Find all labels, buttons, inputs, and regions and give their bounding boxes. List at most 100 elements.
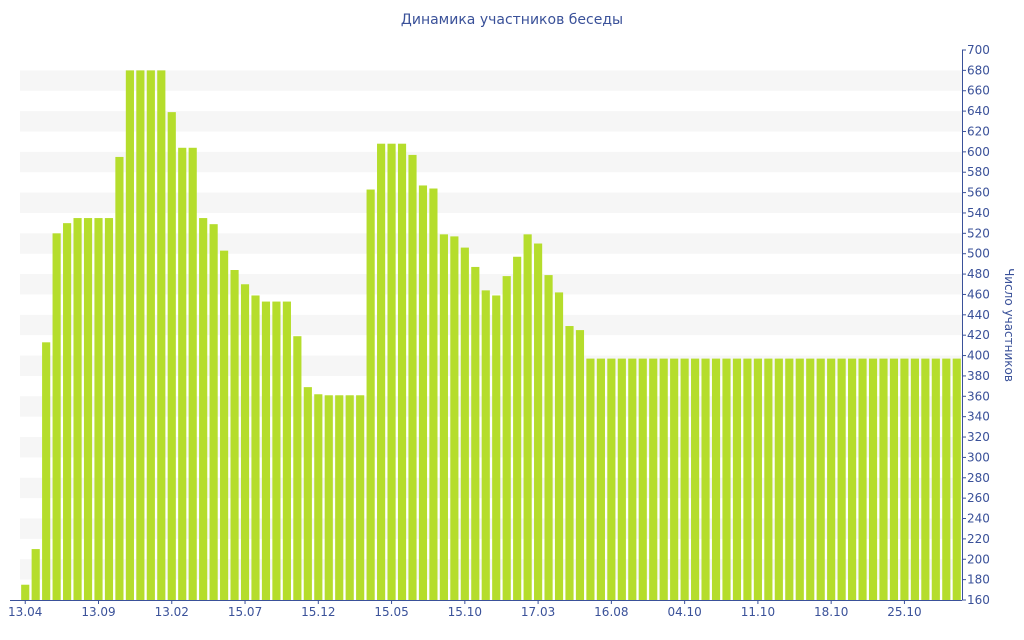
y-tick-label: 520 [967,226,990,240]
bar [42,342,51,600]
bar [73,218,82,600]
x-axis: 13.04 13.09 13.02 15.07 15.12 15.05 15.10 17.03… [8,600,962,619]
bar [251,295,260,600]
y-tick-label: 180 [967,573,990,587]
bar [711,358,721,600]
y-tick-label: 240 [967,512,990,526]
bar [638,358,647,600]
bar [230,270,239,600]
bar [429,188,438,600]
bar [910,358,919,600]
bar [240,284,250,600]
x-tick-label: 18.10 [814,605,848,619]
bar [659,358,668,600]
bar [178,147,187,600]
bar [795,358,804,600]
bar [492,295,501,600]
bar [513,256,522,600]
y-tick-label: 460 [967,287,990,301]
bar [136,70,145,601]
bar [753,358,762,600]
y-tick-label: 300 [967,450,990,464]
x-tick-label: 11.10 [741,605,775,619]
grid-band [20,70,962,91]
bar [732,358,742,600]
y-tick-label: 500 [967,247,990,261]
bar [868,358,878,600]
bar [387,143,396,600]
bar [544,275,553,600]
grid-band [20,233,962,254]
bar [188,147,197,600]
bar [837,358,846,600]
y-tick-label: 580 [967,165,990,179]
bar [345,395,354,600]
grid-band [20,111,962,132]
y-tick-label: 440 [967,308,990,322]
bar [617,358,626,600]
bar [293,336,302,600]
x-tick-label: 17.03 [521,605,555,619]
bar [21,584,30,600]
bar [848,358,857,600]
y-tick-label: 200 [967,552,990,566]
bar [83,218,93,600]
bar [534,243,543,600]
grid-band [20,274,962,295]
bar [220,250,229,600]
bar [408,154,417,600]
bar [356,395,365,600]
bar [125,70,134,601]
y-tick-label: 700 [967,43,990,57]
bar [596,358,605,600]
y-tick-label: 360 [967,389,990,403]
x-tick-label: 15.07 [228,605,262,619]
y-tick-label: 280 [967,471,990,485]
y-tick-label: 340 [967,410,990,424]
bars-group [21,70,961,601]
bar [199,218,208,600]
y-tick-label: 220 [967,532,990,546]
y-tick-label: 400 [967,349,990,363]
bar [450,236,459,600]
bar [418,185,428,600]
bar [554,292,564,600]
bar [722,358,731,600]
bar [167,112,176,600]
bar [209,224,218,601]
y-tick-label: 560 [967,186,990,200]
y-tick-label: 620 [967,124,990,138]
grid-band [20,151,962,173]
bar [439,234,448,600]
bar [900,358,909,600]
y-tick-label: 540 [967,206,990,220]
bar [335,395,344,600]
y-tick-label: 420 [967,328,990,342]
chart-title: Динамика участников беседы [400,12,624,28]
y-tick-label: 680 [967,63,990,77]
bar [952,358,961,600]
bar [921,358,930,600]
x-tick-label: 15.10 [448,605,482,619]
y-tick-label: 380 [967,369,990,383]
bar [649,358,658,600]
bar [146,70,155,601]
bar [303,387,312,600]
bar [31,549,40,600]
y-tick-label: 160 [967,593,990,607]
bar [63,223,72,600]
bar [586,358,595,600]
bar [764,358,773,600]
bar [607,358,616,600]
bar [816,358,825,600]
bar [889,358,899,600]
bar [774,358,783,600]
bar [115,156,124,600]
bar [314,394,323,600]
bar [743,358,752,600]
bar [94,218,103,600]
bar [104,218,114,600]
bar [858,358,867,600]
bar [565,326,574,600]
